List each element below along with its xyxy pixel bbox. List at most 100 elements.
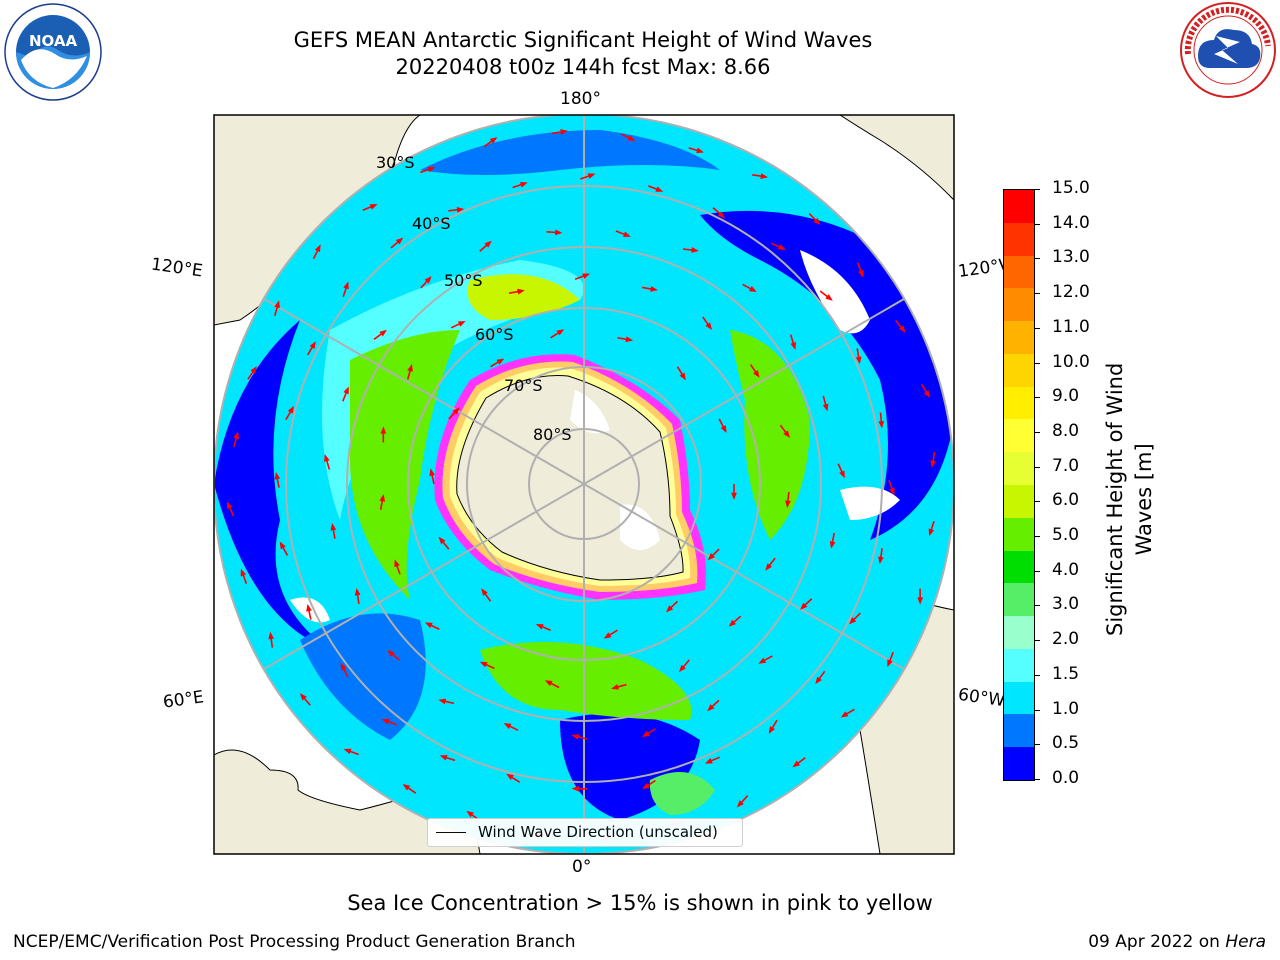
legend-label: Wind Wave Direction (unscaled)	[478, 823, 718, 841]
wind-wave-arrow-head	[519, 182, 528, 188]
colorbar-segment	[1004, 714, 1034, 748]
wind-wave-arrow-head	[720, 425, 727, 434]
wind-wave-arrow-head	[535, 624, 544, 630]
wind-wave-arrow-head	[858, 269, 864, 278]
wind-wave-arrow-head	[641, 730, 650, 738]
colorbar-segment	[1004, 550, 1034, 584]
wind-wave-arrow-head	[736, 800, 744, 808]
wind-wave-arrow-head	[571, 734, 580, 740]
wind-wave-arrow-head	[928, 528, 935, 537]
wind-wave-arrow-head	[279, 541, 286, 550]
wind-wave-arrow-head	[790, 342, 797, 350]
lon-label-180: 180°	[560, 89, 601, 109]
wind-wave-arrow-head	[503, 723, 512, 729]
colorbar-tick-mark	[1034, 779, 1040, 780]
wind-wave-arrow-head	[407, 364, 413, 372]
wind-wave-arrow-head	[917, 597, 924, 605]
colorbar-tick-label: 2.0	[1052, 629, 1080, 650]
footer-date: 09 Apr 2022 on Hera	[1088, 932, 1266, 952]
colorbar-tick-mark	[1034, 362, 1040, 364]
wind-wave-arrow-head	[855, 356, 862, 365]
noaa-logo-text: NOAA	[29, 32, 78, 50]
colorbar-segment	[1004, 648, 1034, 683]
wind-wave-arrow-head	[517, 288, 525, 295]
colorbar-tick-label: 7.0	[1052, 455, 1080, 476]
wind-wave-arrow-head	[343, 748, 352, 755]
colorbar-tick-mark	[1034, 293, 1040, 295]
colorbar-tick-mark	[1034, 466, 1040, 468]
colorbar-segment	[1004, 190, 1034, 224]
wind-wave-arrow-head	[452, 407, 460, 415]
wind-wave-arrow-head	[778, 244, 786, 250]
colorbar-ticks: 15.0 14.0 13.0 12.0 11.0 10.0 9.0 8.0 7.0 6.0 5.0 4…	[1034, 178, 1114, 788]
wind-wave-arrow-head	[611, 684, 619, 690]
wind-wave-arrow-head	[705, 322, 712, 331]
nws-logo	[1180, 2, 1276, 98]
colorbar-tick-label: 5.0	[1052, 525, 1080, 546]
lat-label-60s: 60°S	[475, 325, 514, 344]
wind-wave-arrow-head	[369, 204, 378, 210]
legend-line-swatch	[436, 832, 466, 833]
colorbar-segment	[1004, 616, 1034, 650]
wind-wave-arrow-head	[309, 341, 316, 349]
colorbar-tick-mark	[1034, 327, 1040, 329]
colorbar-segment	[1004, 485, 1034, 519]
wind-wave-arrow-head	[554, 229, 563, 236]
footer-date-text: 09 Apr 2022 on	[1088, 932, 1220, 952]
wind-wave-arrow-head	[785, 500, 791, 508]
wind-wave-arrow-head	[728, 619, 737, 627]
map-frame	[213, 114, 955, 855]
colorbar-tick-mark	[1034, 397, 1040, 399]
colorbar-tick-mark	[1034, 501, 1040, 503]
colorbar-tick-label: 12.0	[1052, 282, 1090, 303]
wind-wave-arrow-head	[381, 718, 390, 725]
wind-wave-arrow-head	[429, 468, 435, 477]
wind-wave-arrow-head	[582, 273, 591, 279]
wind-wave-arrow-head	[813, 217, 821, 226]
colorbar-tick-label: 1.5	[1052, 663, 1080, 684]
colorbar-tick-label: 9.0	[1052, 386, 1080, 407]
colorbar-segment	[1004, 255, 1034, 289]
colorbar-tick-label: 14.0	[1052, 212, 1090, 233]
wind-wave-arrow-head	[380, 426, 387, 434]
wind-wave-arrow-head	[506, 773, 514, 781]
wind-wave-arrow-head	[707, 704, 715, 712]
colorbar-tick-label: 3.0	[1052, 594, 1080, 615]
wind-wave-arrow-head	[379, 329, 387, 337]
colorbar-tick-mark	[1034, 640, 1040, 642]
wind-wave-arrow-head	[240, 568, 247, 577]
wind-wave-arrow-head	[287, 405, 294, 414]
wind-wave-arrow-head	[343, 386, 349, 395]
colorbar-segment	[1004, 222, 1034, 257]
wind-wave-arrow-head	[314, 244, 321, 253]
wind-wave-arrow-head	[704, 758, 713, 764]
colorbar-tick-mark	[1034, 674, 1040, 676]
colorbar-segment	[1004, 321, 1034, 355]
wind-wave-arrow-head	[717, 211, 726, 219]
wind-wave-arrow-head	[395, 237, 404, 245]
colorbar-tick-label: 0.0	[1052, 768, 1080, 788]
wind-wave-arrow-head	[481, 588, 488, 596]
wind-wave-arrow-head	[379, 494, 386, 502]
wind-wave-arrow-head	[324, 454, 330, 462]
wind-wave-arrow-head	[655, 186, 664, 192]
wind-wave-arrow-head	[642, 782, 650, 790]
wind-wave-arrow-head	[427, 166, 436, 173]
lat-label-40s: 40°S	[412, 214, 451, 233]
colorbar-tick-mark	[1034, 536, 1040, 538]
wind-wave-arrow-head	[887, 659, 893, 668]
wind-wave-arrow-head	[650, 286, 658, 292]
colorbar-tick-mark	[1034, 605, 1040, 607]
wind-wave-arrow-head	[825, 294, 833, 301]
colorbar	[1003, 189, 1035, 781]
footer-host: Hera	[1225, 932, 1266, 952]
colorbar-segment	[1004, 419, 1034, 453]
wind-wave-arrow-head	[822, 403, 829, 412]
wind-wave-arrow-head	[340, 662, 347, 671]
wind-wave-arrow-head	[792, 760, 801, 768]
wind-wave-arrow-head	[849, 617, 857, 625]
wind-wave-arrow-head	[556, 329, 565, 336]
wind-wave-arrow-head	[878, 421, 885, 429]
wind-wave-arrow-head	[457, 320, 466, 327]
wind-wave-arrow-head	[424, 622, 433, 629]
